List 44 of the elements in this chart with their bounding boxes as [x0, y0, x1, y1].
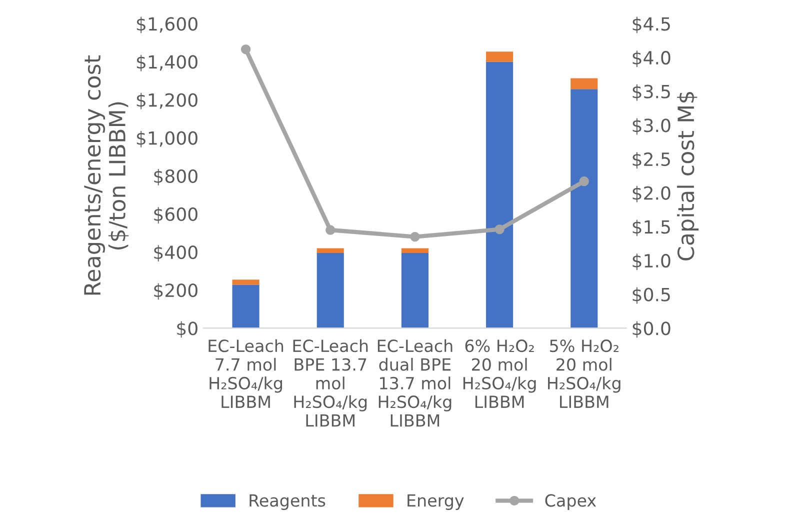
- y2-tick-label: $4.0: [632, 50, 670, 67]
- y2-tick-label: $4.5: [632, 16, 670, 34]
- y2-tick-label: $3.5: [632, 84, 670, 101]
- y2-tick-label: $1.0: [632, 254, 670, 270]
- bar: [486, 52, 514, 62]
- y-tick-label: $1,600: [136, 16, 198, 34]
- bar: [486, 62, 514, 328]
- y-tick-label: $200: [154, 283, 198, 300]
- point: [240, 44, 251, 54]
- point: [579, 176, 589, 186]
- point: [494, 224, 504, 234]
- legend-label: Capex: [545, 494, 596, 510]
- legend-label: Reagents: [250, 494, 326, 510]
- y-tick-label: $1,400: [136, 54, 198, 72]
- x-tick-label: EC-Leach BPE 13.7 mol H₂SO₄/kg LIBBM: [293, 339, 368, 427]
- y2-tick-label: $0.5: [632, 287, 670, 304]
- legend-label: Energy: [408, 494, 464, 510]
- bar: [316, 248, 344, 253]
- x-tick-label: EC-Leach 7.7 mol H₂SO₄/kg LIBBM: [208, 339, 284, 408]
- y2-tick-label: $3.0: [632, 118, 670, 135]
- point: [326, 225, 336, 235]
- y2-tick-label: $2.5: [632, 152, 670, 168]
- bar: [232, 280, 260, 285]
- bar: [401, 248, 428, 253]
- y2-tick-label: $2.0: [632, 186, 670, 202]
- bar: [316, 252, 344, 328]
- bar: [570, 89, 598, 328]
- x-tick-label: 5% H₂O₂ 20 mol H₂SO₄/kg LIBBM: [548, 340, 620, 408]
- y-axis-title: Reagents/energy cost ($/ton LIBBM): [84, 55, 129, 295]
- y2-tick-label: $0.0: [632, 321, 670, 338]
- y-tick-label: $600: [154, 207, 198, 224]
- y-tick-label: $0: [177, 321, 198, 338]
- y-tick-label: $400: [154, 245, 198, 262]
- x-tick-label: EC-Leach dual BPE 13.7 mol H₂SO₄/kg LIBBM: [378, 339, 452, 427]
- point: [410, 232, 420, 242]
- bar: [401, 252, 428, 328]
- y-tick-label: $1,000: [136, 130, 198, 148]
- bar: [570, 78, 598, 90]
- y2-axis-title: Capital cost M$: [677, 92, 699, 260]
- bar: [232, 284, 260, 328]
- y-tick-label: $800: [154, 169, 198, 186]
- x-tick-label: 6% H₂O₂ 20 mol H₂SO₄/kg LIBBM: [463, 340, 536, 408]
- y-tick-label: $1,200: [136, 92, 198, 110]
- y2-tick-label: $1.5: [632, 220, 670, 236]
